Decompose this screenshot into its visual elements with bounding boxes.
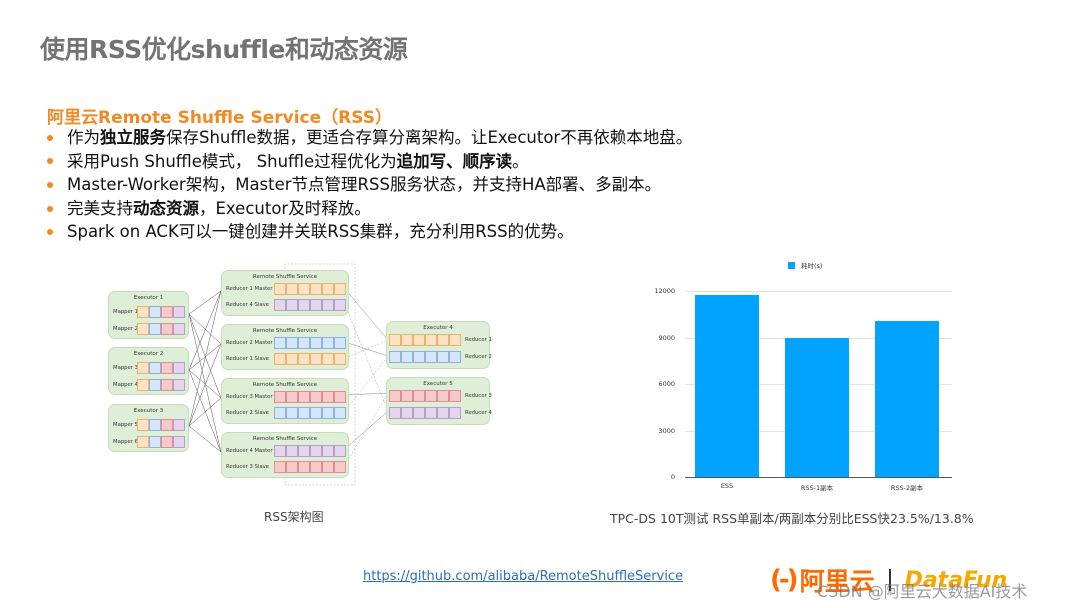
rss-architecture-diagram: Executor 1 Mapper 1 Mapper 2 Executor 2 … — [100, 262, 500, 492]
aliyun-logo-icon: (-) — [770, 565, 799, 595]
executor-2-box: Executor 2 Mapper 3 Mapper 4 — [108, 347, 189, 395]
executor-5-box: Executor 5 Reducer 3 Reducer 4 — [386, 377, 492, 425]
executor-3-box: Executor 3 Mapper 5 Mapper 6 — [108, 404, 189, 452]
footer-logos: (-) 阿里云 DataFun — [770, 562, 1007, 598]
y-tick: 9000 — [658, 334, 675, 342]
rss-node-3: Remote Shuffle Service Reducer 3 Master … — [221, 378, 349, 424]
executor-1-box: Executor 1 Mapper 1 Mapper 2 — [108, 291, 189, 339]
bullet-item: 作为 独立服务 保存Shuffle数据，更适合存算分离架构。让Executor不再依… — [47, 126, 692, 150]
logo-divider — [888, 569, 891, 591]
x-tick: RSS-2副本 — [890, 484, 924, 492]
bullet-dot-icon — [47, 158, 53, 165]
aliyun-logo-text: 阿里云 — [799, 567, 875, 596]
chart-legend: 耗时(s) — [788, 260, 822, 270]
bullet-item: 完美支持 动态资源 ，Executor及时释放。 — [47, 197, 692, 221]
bar-rss-1 — [785, 338, 849, 477]
slide-title: 使用RSS优化shuffle和动态资源 — [40, 35, 408, 64]
bullet-dot-icon — [47, 181, 53, 188]
x-tick: ESS — [720, 482, 734, 490]
bullet-dot-icon — [47, 229, 53, 236]
rss-node-1: Remote Shuffle Service Reducer 1 Master … — [221, 270, 349, 316]
datafun-logo: DataFun — [904, 567, 1008, 593]
bullet-item: Spark on ACK可以一键创建并关联RSS集群，充分利用RSS的优势。 — [47, 220, 692, 244]
bullet-dot-icon — [47, 134, 53, 141]
legend-swatch-icon — [788, 261, 795, 269]
rss-node-4: Remote Shuffle Service Reducer 4 Master … — [221, 432, 349, 478]
bullet-item: 采用Push Shuffle模式， Shuffle过程优化为 追加写、顺序读。 — [47, 150, 692, 174]
x-axis — [685, 477, 952, 478]
bullet-list: 作为 独立服务 保存Shuffle数据，更适合存算分离架构。让Executor不再依… — [47, 126, 692, 244]
y-tick: 0 — [670, 473, 675, 481]
bullet-dot-icon — [47, 205, 53, 212]
bar-rss-2 — [875, 321, 939, 477]
architecture-caption: RSS架构图 — [264, 510, 324, 524]
bar-ess — [695, 295, 759, 477]
csdn-watermark: CSDN @阿里云大数据AI技术 — [817, 582, 1028, 601]
chart-caption: TPC-DS 10T测试 RSS单副本/两副本分别比ESS快23.5%/13.8… — [610, 511, 974, 526]
subheading: 阿里云Remote Shuffle Service（RSS） — [47, 108, 392, 128]
y-tick: 6000 — [658, 380, 675, 388]
performance-bar-chart: 耗时(s) 12000 9000 6000 3000 0 ESS RSS-1副本… — [640, 250, 980, 500]
gridline — [685, 291, 952, 292]
bullet-item: Master-Worker架构，Master节点管理RSS服务状态，并支持HA部… — [47, 173, 692, 197]
rss-node-2: Remote Shuffle Service Reducer 2 Master … — [221, 324, 349, 370]
github-link[interactable]: https://github.com/alibaba/RemoteShuffle… — [363, 569, 684, 584]
executor-4-box: Executor 4 Reducer 1 Reducer 2 — [386, 321, 492, 369]
y-tick: 3000 — [658, 427, 675, 435]
x-tick: RSS-1副本 — [800, 484, 834, 492]
y-tick: 12000 — [654, 287, 675, 295]
connector-lines — [188, 263, 389, 486]
